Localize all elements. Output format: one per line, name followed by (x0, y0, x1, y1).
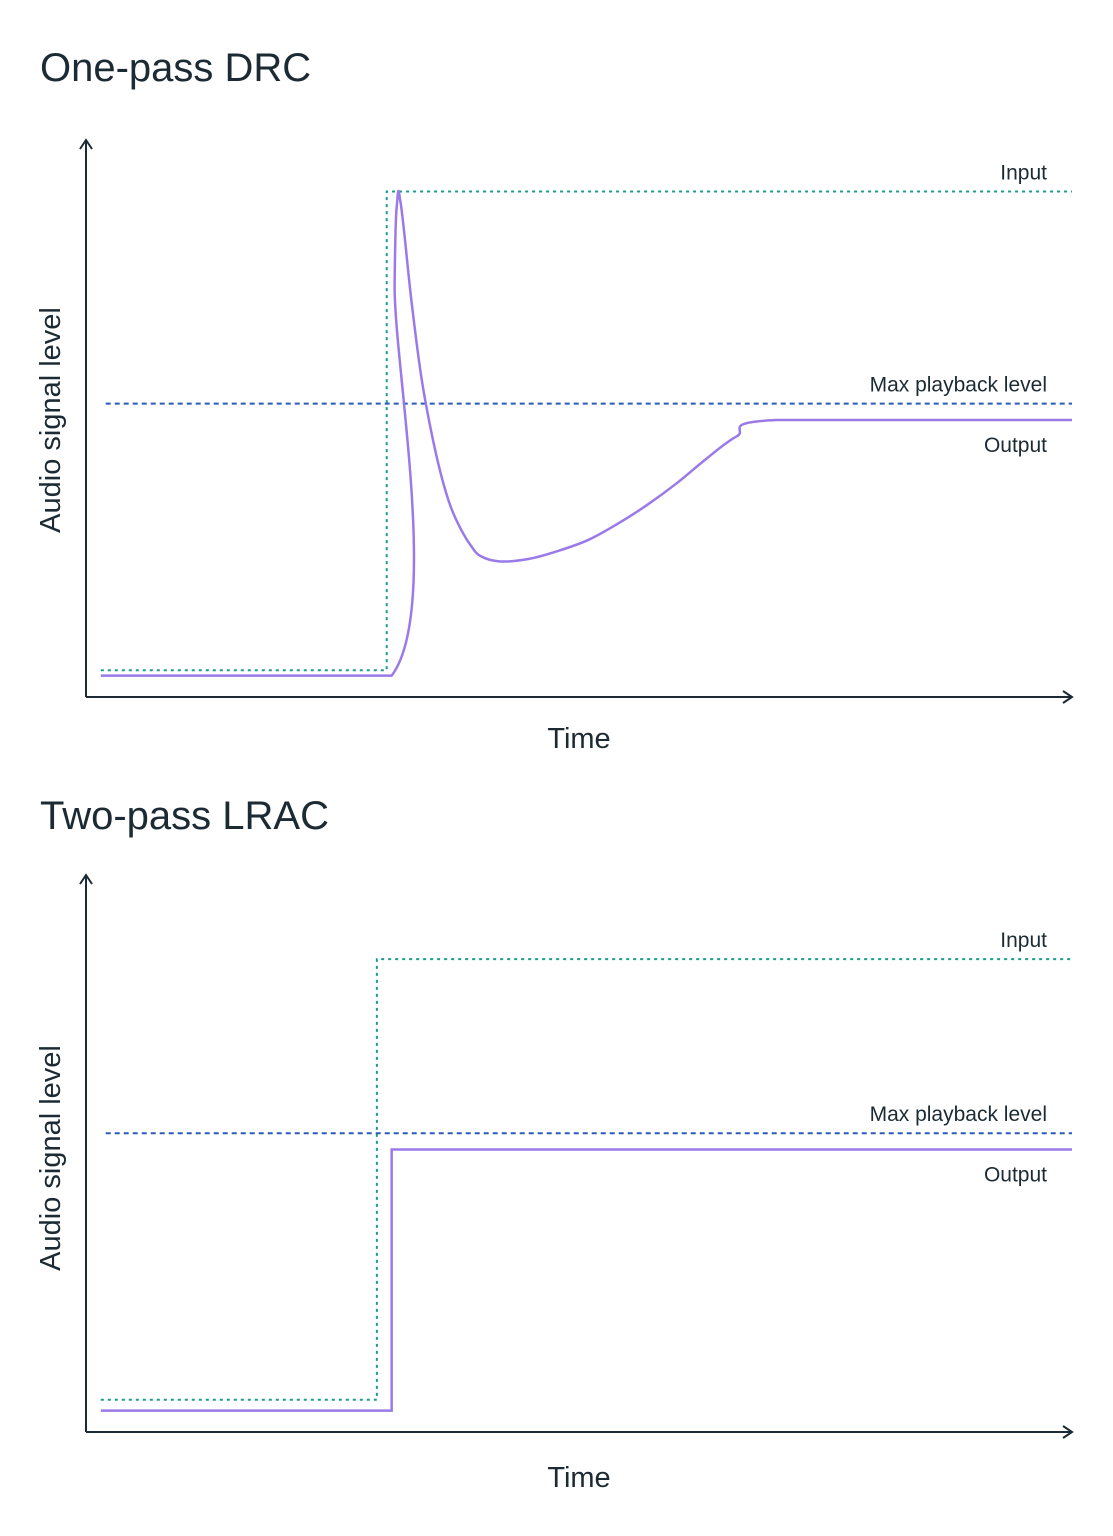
chart-one-pass-drc: Time Audio signal level Input Max playback … (35, 138, 1074, 755)
series-line-output (100, 189, 1072, 677)
x-axis-arrow-icon (1062, 690, 1074, 704)
x-axis-arrow-icon (1062, 1425, 1074, 1439)
chart-title-one-pass: One-pass DRC (40, 46, 312, 90)
series-label-max-playback-level: Max playback level (870, 374, 1047, 397)
chart-two-pass-lrac: Time Audio signal level Input Max playback … (35, 873, 1074, 1494)
series-line-output (100, 1148, 1072, 1412)
y-axis-arrow-icon (79, 138, 93, 150)
y-axis-arrow-icon (79, 873, 93, 885)
x-axis-label: Time (547, 723, 610, 755)
series-label-output: Output (984, 1164, 1047, 1187)
series-label-input: Input (1000, 162, 1047, 185)
series-line-input (100, 190, 1072, 672)
series-line-input (100, 958, 1072, 1401)
chart-title-two-pass: Two-pass LRAC (40, 794, 329, 838)
x-axis-label: Time (547, 1462, 610, 1494)
series-label-max-playback-level: Max playback level (870, 1103, 1047, 1126)
series-label-output: Output (984, 434, 1047, 457)
series-label-input: Input (1000, 929, 1047, 952)
y-axis-label: Audio signal level (35, 1045, 67, 1271)
y-axis-label: Audio signal level (35, 307, 67, 533)
